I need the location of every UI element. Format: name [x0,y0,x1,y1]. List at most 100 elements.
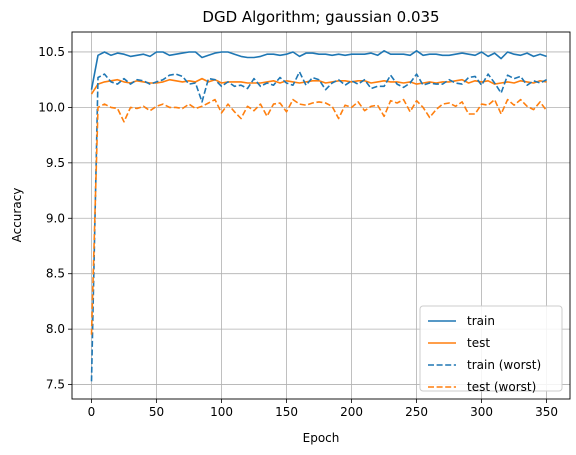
data-point [403,82,404,83]
data-point [305,81,306,82]
data-point [540,82,541,83]
data-point [358,84,359,85]
data-point [377,105,378,106]
data-point [546,56,547,57]
data-point [332,55,333,56]
x-tick-label: 50 [149,405,164,419]
data-point [149,110,150,111]
data-point [136,108,137,109]
data-point [371,82,372,83]
legend: train test train (worst) test (worst) [419,305,563,394]
data-point [240,85,241,86]
data-point [169,55,170,56]
data-point [221,86,222,87]
data-point [494,99,495,100]
series-line-1 [90,77,547,95]
data-point [390,81,391,82]
legend-label-3: test (worst) [467,380,536,394]
data-point [130,84,131,85]
data-point [260,82,261,83]
data-point [234,86,235,87]
data-point [208,102,209,103]
y-tick-label: 7.5 [46,378,65,392]
data-point [501,58,502,59]
data-point [351,54,352,55]
data-point [449,102,450,103]
data-point [91,381,92,382]
data-point [260,104,261,105]
data-point [540,54,541,55]
y-ticks: 7.5 8.0 8.5 9.0 9.5 10.0 10.5 [38,45,72,392]
data-point [195,108,196,109]
data-point [240,81,241,82]
data-point [91,94,92,95]
data-point [533,56,534,57]
data-point [449,79,450,80]
data-point [384,116,385,117]
data-point [227,81,228,82]
x-tick-label: 200 [340,405,363,419]
legend-label-2: train (worst) [467,358,541,372]
data-point [462,101,463,102]
data-point [501,92,502,93]
data-point [384,86,385,87]
data-point [201,57,202,58]
data-point [481,104,482,105]
data-point [358,80,359,81]
data-point [468,82,469,83]
data-point [468,54,469,55]
data-point [221,112,222,113]
data-point [546,79,547,80]
data-point [266,116,267,117]
data-point [358,101,359,102]
data-point [501,82,502,83]
data-point [338,79,339,80]
data-point [488,80,489,81]
data-point [188,80,189,81]
data-point [345,85,346,86]
data-point [455,82,456,83]
data-point [117,79,118,80]
data-point [364,54,365,55]
data-point [91,89,92,90]
data-point [253,78,254,79]
data-point [97,107,98,108]
data-point [514,82,515,83]
data-point [371,88,372,89]
data-point [279,82,280,83]
data-point [345,55,346,56]
data-point [514,54,515,55]
data-point [299,82,300,83]
data-point [312,102,313,103]
data-point [162,79,163,80]
data-point [260,86,261,87]
data-point [221,82,222,83]
data-point [240,118,241,119]
data-point [143,106,144,107]
data-point [299,104,300,105]
data-point [279,55,280,56]
data-point [527,106,528,107]
data-point [423,85,424,86]
data-point [312,53,313,54]
data-point [91,334,92,335]
data-point [156,81,157,82]
data-point [338,118,339,119]
data-point [221,51,222,52]
data-point [156,51,157,52]
data-point [104,74,105,75]
data-point [312,77,313,78]
data-point [416,84,417,85]
data-point [201,106,202,107]
data-point [188,51,189,52]
data-point [332,82,333,83]
data-point [442,55,443,56]
data-point [182,53,183,54]
data-point [325,102,326,103]
data-point [234,81,235,82]
data-point [253,110,254,111]
data-point [97,55,98,56]
data-point [299,71,300,72]
data-point [546,110,547,111]
